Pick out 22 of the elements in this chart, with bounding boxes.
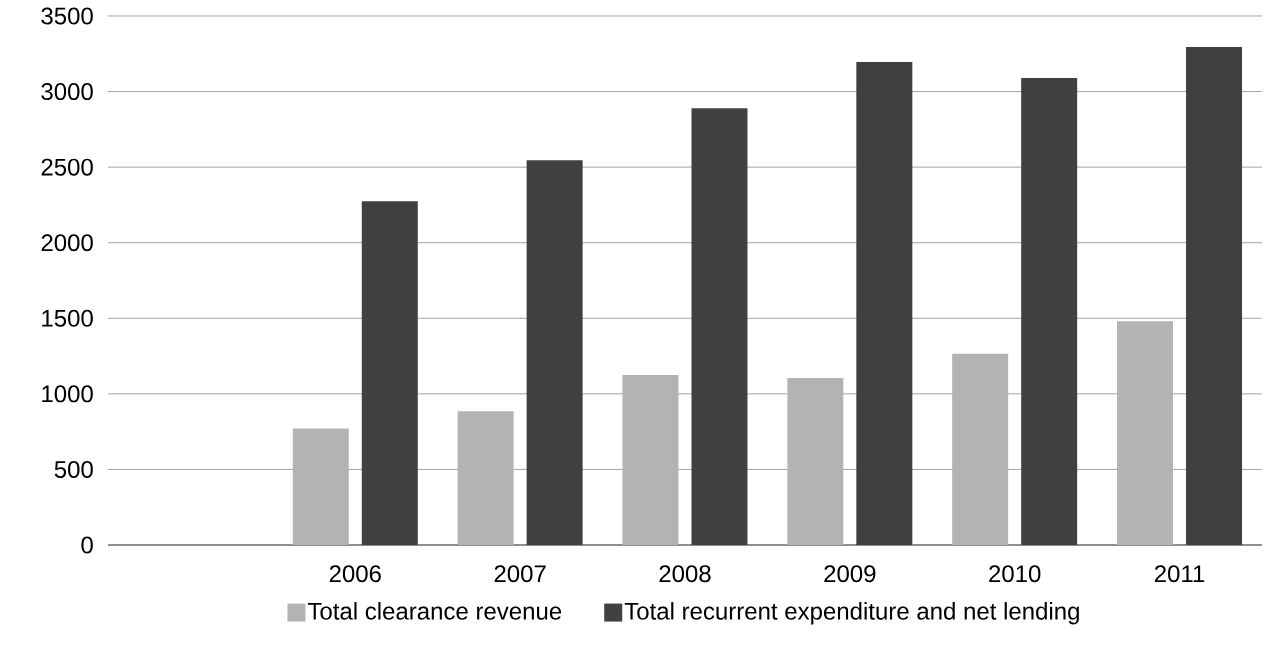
x-tick-label: 2006 bbox=[329, 565, 381, 583]
y-tick-label: 500 bbox=[54, 460, 93, 478]
bar bbox=[952, 353, 1009, 545]
y-tick-label: 2500 bbox=[41, 158, 93, 176]
y-tick-label: 1000 bbox=[42, 385, 93, 403]
bar bbox=[292, 428, 349, 545]
bar bbox=[622, 374, 679, 545]
x-tick-label: 2010 bbox=[989, 565, 1041, 583]
x-tick-label: 2011 bbox=[1154, 565, 1205, 583]
y-tick-label: 0 bbox=[81, 536, 93, 554]
legend-label: Total recurrent expenditure and net lending bbox=[624, 602, 1079, 625]
x-tick-label: 2009 bbox=[824, 565, 876, 583]
y-tick-label: 3500 bbox=[41, 7, 93, 25]
bar bbox=[457, 411, 514, 545]
y-tick-label: 2000 bbox=[41, 234, 93, 252]
y-tick-label: 3000 bbox=[41, 83, 93, 101]
bar bbox=[1117, 321, 1174, 545]
legend-label: Total clearance revenue bbox=[307, 602, 562, 620]
x-tick-label: 2008 bbox=[659, 565, 711, 583]
y-tick-label: 1500 bbox=[42, 309, 93, 327]
bar bbox=[787, 377, 844, 545]
x-tick-label: 2007 bbox=[494, 565, 546, 583]
